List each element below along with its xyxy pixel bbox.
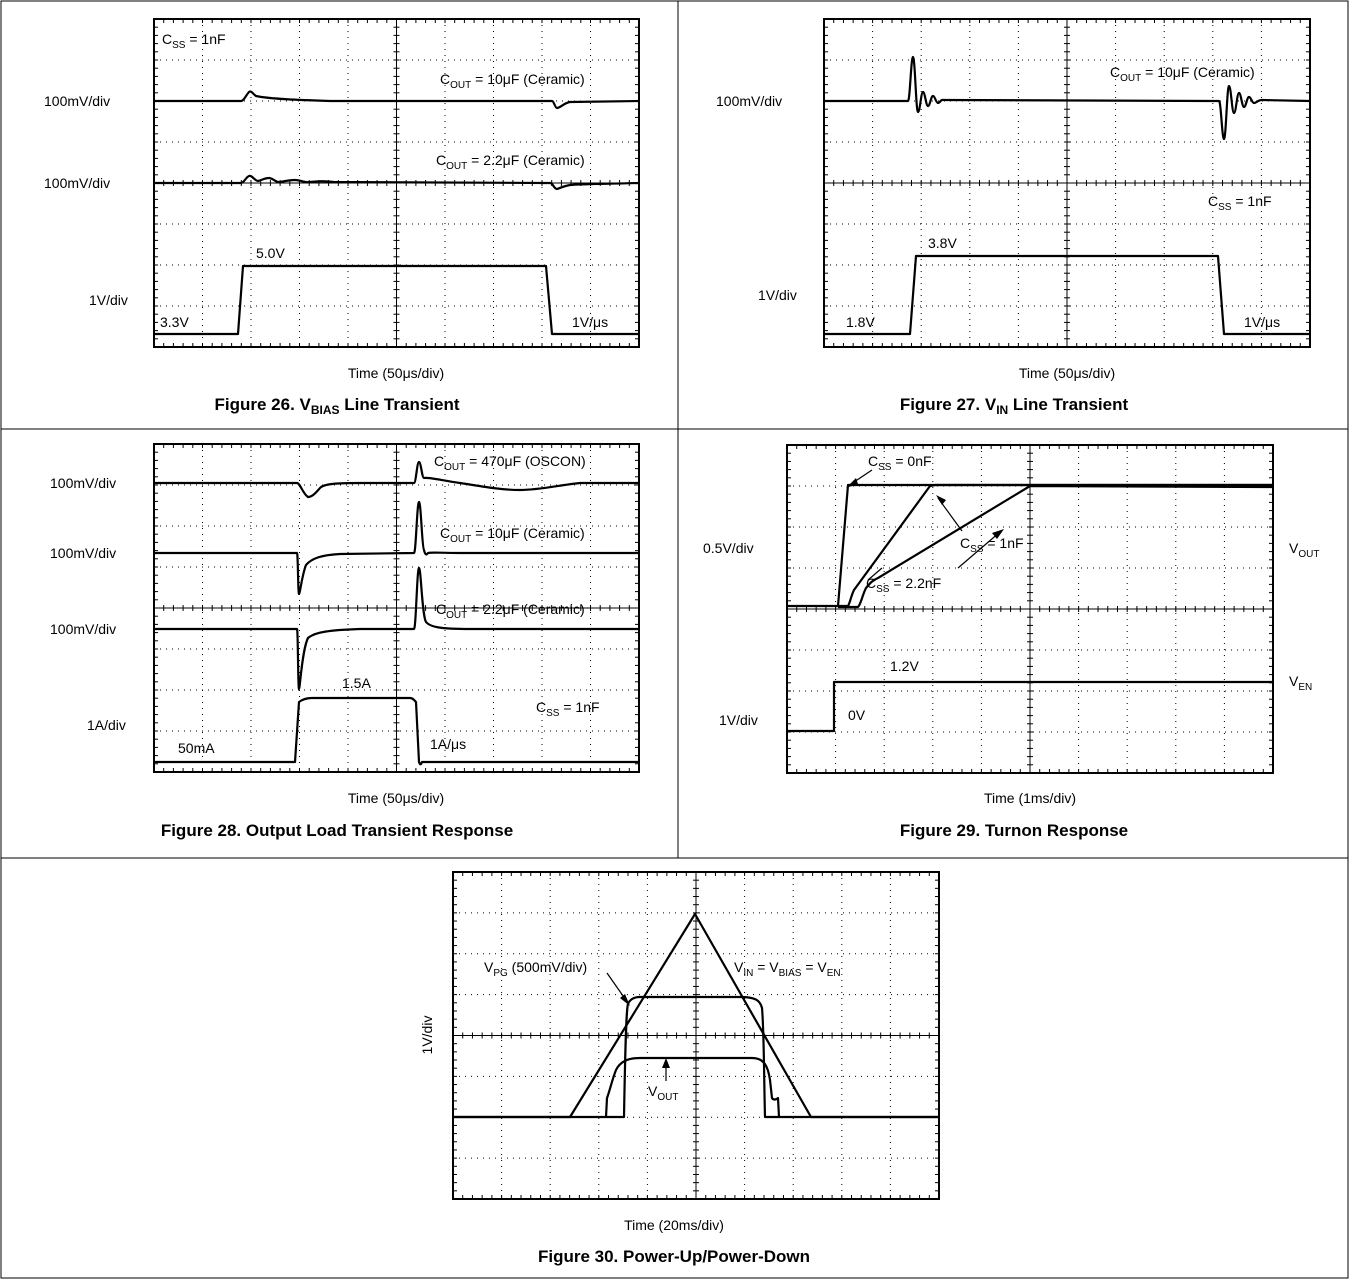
figure-28-cout10-label: COUT = 10μF (Ceramic)	[440, 525, 585, 545]
figure-28-cout10-trace	[154, 500, 639, 596]
figure-29-ch1-scale: 0.5V/div	[703, 540, 754, 556]
figure-26-cout10-trace	[154, 90, 640, 110]
figure-29-plot	[786, 444, 1274, 774]
figure-30: 1V/div VPG (500mV/div) VIN = VBIAS = VEN…	[419, 871, 940, 1266]
figure-28-traces	[154, 460, 639, 766]
figure-26-cout22-label: COUT = 2.2μF (Ceramic)	[436, 152, 585, 172]
figure-30-plot	[452, 871, 940, 1200]
figure-28: 100mV/div 100mV/div 100mV/div 1A/div COU…	[50, 443, 640, 840]
figure-29-caption: Figure 29. Turnon Response	[900, 821, 1128, 840]
figure-29-ven-step-trace	[787, 680, 1273, 733]
figure-29-arrows	[846, 469, 1004, 581]
figure-27-traces	[824, 55, 1311, 336]
figure-29: 0.5V/div 1V/div CSS = 0nF CSS = 1nF CSS …	[703, 444, 1319, 840]
figure-28-xlabel: Time (50μs/div)	[348, 790, 444, 806]
figure-28-ch1-scale: 100mV/div	[50, 475, 116, 491]
figure-26-cout10-label: COUT = 10μF (Ceramic)	[440, 71, 585, 91]
figure-26-cout22-trace	[154, 174, 640, 191]
figure-28-cout470-label: COUT = 470μF (OSCON)	[434, 453, 586, 473]
figure-30-vin-label: VIN = VBIAS = VEN	[734, 959, 841, 979]
figure-28-cout470-trace	[154, 460, 639, 499]
figure-26: 100mV/div 100mV/div 1V/div CSS = 1nF COU…	[44, 18, 640, 417]
figure-27-ch2-scale: 1V/div	[758, 287, 797, 303]
figure-29-traces	[787, 483, 1274, 733]
figure-29-vout-css22-trace	[838, 484, 1274, 609]
figure-26-low-level: 3.3V	[160, 314, 189, 330]
figure-30-vout-label: VOUT	[648, 1083, 678, 1103]
figure-30-xlabel: Time (20ms/div)	[624, 1217, 724, 1233]
figure-26-ch2-scale: 100mV/div	[44, 175, 110, 191]
figure-30-grid	[453, 872, 939, 1199]
figure-28-slew: 1A/μs	[430, 736, 466, 752]
figure-27-slew: 1V/μs	[1244, 314, 1280, 330]
figure-26-css-label: CSS = 1nF	[162, 31, 226, 51]
figure-28-cout22-label: COUT = 2.2μF (Ceramic)	[436, 601, 585, 621]
figure-27-cout10-trace	[824, 55, 1311, 141]
figure-26-grid	[154, 19, 639, 347]
figure-26-plot	[153, 18, 640, 348]
figure-29-ch2-scale: 1V/div	[719, 712, 758, 728]
figure-30-vpg-label: VPG (500mV/div)	[484, 959, 587, 979]
figure-29-ven-label: VEN	[1289, 673, 1312, 693]
figure-27-xlabel: Time (50μs/div)	[1019, 365, 1115, 381]
figure-28-plot	[153, 443, 640, 773]
figure-30-arrows	[606, 972, 670, 1081]
figure-27: 100mV/div 1V/div COUT = 10μF (Ceramic) C…	[716, 18, 1311, 417]
figure-29-low-level: 0V	[848, 707, 866, 723]
figure-28-ch4-scale: 1A/div	[87, 717, 126, 733]
figure-27-cout10-label: COUT = 10μF (Ceramic)	[1110, 64, 1255, 84]
figure-26-ch3-scale: 1V/div	[89, 292, 128, 308]
figure-28-load-step-trace	[154, 696, 639, 766]
figure-30-traces	[453, 912, 939, 1119]
figure-26-traces	[154, 90, 640, 336]
figure-28-ch2-scale: 100mV/div	[50, 545, 116, 561]
figure-28-high-level: 1.5A	[342, 675, 371, 691]
figure-29-high-level: 1.2V	[890, 658, 919, 674]
figure-28-grid	[154, 444, 639, 772]
figure-28-caption: Figure 28. Output Load Transient Respons…	[161, 821, 513, 840]
figure-27-grid	[824, 19, 1310, 347]
figure-29-css1-label: CSS = 1nF	[960, 535, 1024, 555]
figure-26-vbias-step-trace	[154, 264, 639, 336]
figure-27-caption: Figure 27. VIN Line Transient	[900, 395, 1129, 417]
figure-26-slew: 1V/μs	[572, 314, 608, 330]
figure-26-xlabel: Time (50μs/div)	[348, 365, 444, 381]
figure-30-caption: Figure 30. Power-Up/Power-Down	[538, 1247, 810, 1266]
figure-29-css0-label: CSS = 0nF	[868, 453, 932, 473]
figure-26-caption: Figure 26. VBIAS Line Transient	[214, 395, 459, 417]
figure-27-css-label: CSS = 1nF	[1208, 193, 1272, 213]
figure-29-vout-label: VOUT	[1289, 540, 1319, 560]
figure-29-xlabel: Time (1ms/div)	[984, 790, 1076, 806]
figure-28-cout22-trace	[154, 566, 639, 691]
figure-26-high-level: 5.0V	[256, 245, 285, 261]
figure-30-ylabel: 1V/div	[419, 1016, 435, 1055]
figure-27-low-level: 1.8V	[846, 314, 875, 330]
figure-28-low-level: 50mA	[178, 740, 215, 756]
figure-28-css-label: CSS = 1nF	[536, 699, 600, 719]
figure-27-high-level: 3.8V	[928, 235, 957, 251]
figure-30-vout-trace	[604, 1056, 781, 1118]
figure-27-vin-step-trace	[824, 254, 1310, 336]
figure-27-ch1-scale: 100mV/div	[716, 93, 782, 109]
figure-26-ch1-scale: 100mV/div	[44, 93, 110, 109]
figure-29-css22-label: CSS = 2.2nF	[866, 575, 941, 595]
figure-27-plot	[823, 18, 1311, 348]
figure-28-ch3-scale: 100mV/div	[50, 621, 116, 637]
figure-29-vout-css1-trace	[838, 483, 1273, 608]
figure-29-grid	[787, 445, 1273, 773]
figure-30-vpg-trace	[453, 995, 939, 1119]
